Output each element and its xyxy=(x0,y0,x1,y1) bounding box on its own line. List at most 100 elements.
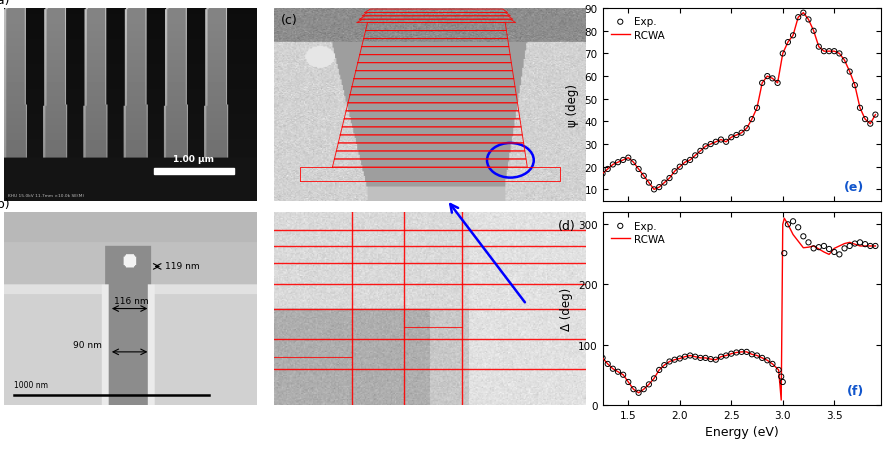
Point xyxy=(750,352,764,359)
Text: 90 nm: 90 nm xyxy=(73,341,103,350)
Point xyxy=(796,233,811,240)
Point xyxy=(806,245,820,253)
Point xyxy=(760,357,774,364)
Point xyxy=(724,350,738,358)
Point xyxy=(817,243,831,250)
Point xyxy=(791,224,805,232)
Point xyxy=(611,368,625,375)
Point xyxy=(693,354,707,362)
Point xyxy=(745,351,759,358)
Point xyxy=(766,76,780,83)
Point xyxy=(774,373,789,380)
Point xyxy=(848,240,862,248)
Point xyxy=(596,354,610,362)
Point xyxy=(719,352,733,359)
Point xyxy=(868,243,882,250)
Point xyxy=(827,48,842,56)
Point xyxy=(740,349,754,356)
Point xyxy=(735,349,749,356)
Point xyxy=(683,352,697,359)
Y-axis label: ψ (deg): ψ (deg) xyxy=(566,84,579,126)
Text: (f): (f) xyxy=(847,384,864,397)
Point xyxy=(627,386,641,393)
Point xyxy=(817,48,831,56)
Text: (a): (a) xyxy=(0,0,11,7)
Point xyxy=(642,180,656,187)
Point xyxy=(858,116,873,123)
Point xyxy=(791,15,805,22)
Point xyxy=(863,243,877,250)
Point xyxy=(766,360,780,368)
Point xyxy=(616,371,630,379)
Legend: Exp., RCWA: Exp., RCWA xyxy=(608,14,667,44)
Point xyxy=(858,241,873,248)
Point xyxy=(662,175,676,182)
Text: 119 nm: 119 nm xyxy=(165,261,200,270)
Point xyxy=(863,121,877,128)
Point xyxy=(775,379,789,386)
Point xyxy=(802,239,816,247)
Point xyxy=(777,250,791,257)
Point xyxy=(755,80,769,87)
Point xyxy=(652,184,666,192)
Point xyxy=(853,239,867,247)
Point xyxy=(714,353,728,360)
Point xyxy=(832,51,846,58)
Point xyxy=(698,143,712,151)
Point xyxy=(735,130,749,137)
Point xyxy=(596,171,610,178)
Point xyxy=(683,157,697,164)
Point xyxy=(719,139,733,146)
Y-axis label: Δ (deg): Δ (deg) xyxy=(559,287,573,330)
Point xyxy=(647,186,661,193)
Point xyxy=(755,354,769,362)
Point xyxy=(868,112,882,119)
Text: 1000 nm: 1000 nm xyxy=(13,380,48,389)
X-axis label: Energy (eV): Energy (eV) xyxy=(704,425,779,438)
Point xyxy=(689,152,703,160)
Point xyxy=(760,73,774,81)
Text: KHU 15.0kV 11.7mm ×10.0k SE(M): KHU 15.0kV 11.7mm ×10.0k SE(M) xyxy=(8,194,84,197)
Point xyxy=(709,139,723,146)
Point xyxy=(848,82,862,90)
Point xyxy=(740,125,754,132)
Point xyxy=(658,180,672,187)
Point xyxy=(771,80,785,87)
Point xyxy=(673,164,687,171)
Point xyxy=(611,159,625,167)
Point xyxy=(667,356,681,364)
Point xyxy=(775,51,789,58)
Point xyxy=(709,356,723,364)
Point xyxy=(652,366,666,374)
Point xyxy=(843,69,857,76)
Point xyxy=(802,17,816,24)
Point xyxy=(605,162,620,169)
Point xyxy=(781,40,795,47)
Point xyxy=(621,379,635,386)
Point xyxy=(729,132,743,139)
Point xyxy=(689,353,703,360)
Point xyxy=(724,134,738,142)
Point xyxy=(678,159,692,167)
Point xyxy=(772,366,786,374)
Point xyxy=(822,246,836,253)
Bar xyxy=(154,169,235,175)
Point xyxy=(786,218,800,225)
Point xyxy=(636,386,650,393)
Point xyxy=(667,168,681,176)
Point xyxy=(698,354,712,362)
Point xyxy=(616,157,630,164)
Point xyxy=(693,148,707,155)
Point xyxy=(627,159,641,167)
Point xyxy=(704,356,718,363)
Point xyxy=(632,166,646,173)
Point xyxy=(837,245,851,253)
Text: (b): (b) xyxy=(0,197,11,210)
Point xyxy=(662,358,676,365)
Point xyxy=(812,244,826,251)
Legend: Exp., RCWA: Exp., RCWA xyxy=(608,218,667,248)
Text: (d): (d) xyxy=(558,220,575,233)
Point xyxy=(605,365,620,373)
Point xyxy=(601,166,615,173)
Point xyxy=(796,10,811,17)
